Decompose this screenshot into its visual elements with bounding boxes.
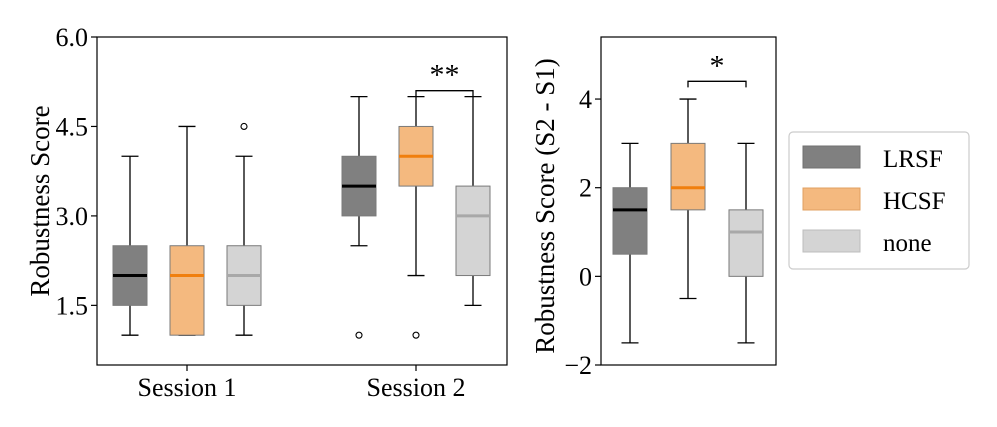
y-tick-label: 4: [579, 85, 592, 114]
box-diff-none: [728, 142, 764, 344]
y-tick-label: 3.0: [56, 202, 89, 231]
legend-label-lrsf: LRSF: [883, 146, 943, 173]
x-tick-label-session-2: Session 2: [367, 373, 466, 402]
right-y-ticks: −2 0 2 4: [564, 85, 601, 380]
outlier-point: [412, 331, 420, 339]
legend-swatch-lrsf: [802, 145, 861, 169]
iqr-box: [169, 245, 205, 336]
left-y-ticks: 1.5 3.0 4.5 6.0: [56, 23, 97, 320]
left-plot-frame: [96, 36, 508, 366]
box-hcsf-session-1: [169, 125, 205, 336]
legend-swatch-none: [802, 229, 861, 253]
legend-label-none: none: [883, 230, 932, 257]
iqr-box: [728, 209, 764, 277]
outlier-point: [355, 331, 363, 339]
y-tick-label: 6.0: [56, 23, 89, 52]
legend-entry-hcsf: HCSF: [802, 187, 946, 215]
box-lrsf-session-2: [341, 95, 377, 339]
left-y-axis-label: Robustness Score: [25, 105, 55, 296]
box-hcsf-session-2: [398, 95, 434, 339]
y-tick-label: 1.5: [56, 291, 89, 320]
right-panel: −2 0 2 4 Robustness Score (S2 - S1) *: [530, 36, 777, 380]
y-tick-label: 4.5: [56, 112, 89, 141]
left-x-ticks: Session 1 Session 2: [138, 365, 466, 402]
legend-entry-lrsf: LRSF: [802, 145, 943, 173]
left-plot-area: [112, 95, 491, 339]
outlier-point: [240, 122, 248, 131]
significance-label: **: [430, 59, 460, 92]
box-lrsf-session-1: [112, 155, 148, 336]
box-none-session-1: [226, 122, 262, 336]
significance-label: *: [710, 49, 725, 82]
left-panel: 1.5 3.0 4.5 6.0 Session 1 Session 2 Robustne…: [25, 23, 508, 402]
box-diff-hcsf: [670, 98, 706, 300]
right-significance: *: [687, 49, 747, 88]
iqr-box: [455, 185, 491, 277]
right-y-axis-label: Robustness Score (S2 - S1): [530, 58, 560, 354]
legend-label-hcsf: HCSF: [883, 188, 946, 215]
significance-bracket: [415, 90, 474, 97]
box-diff-lrsf: [612, 142, 648, 344]
y-tick-label: −2: [564, 351, 592, 380]
iqr-box: [670, 142, 706, 211]
y-tick-label: 0: [579, 262, 592, 291]
legend-swatch-hcsf: [802, 187, 861, 211]
left-significance: **: [415, 59, 474, 97]
y-tick-label: 2: [579, 174, 592, 203]
x-tick-label-session-1: Session 1: [138, 373, 237, 402]
significance-bracket: [687, 80, 747, 88]
right-plot-area: [612, 98, 764, 344]
legend-entry-none: none: [802, 229, 932, 257]
right-plot-frame: [600, 36, 777, 366]
legend: LRSF HCSF none: [788, 131, 970, 270]
iqr-box: [612, 187, 648, 255]
box-none-session-2: [455, 95, 491, 307]
